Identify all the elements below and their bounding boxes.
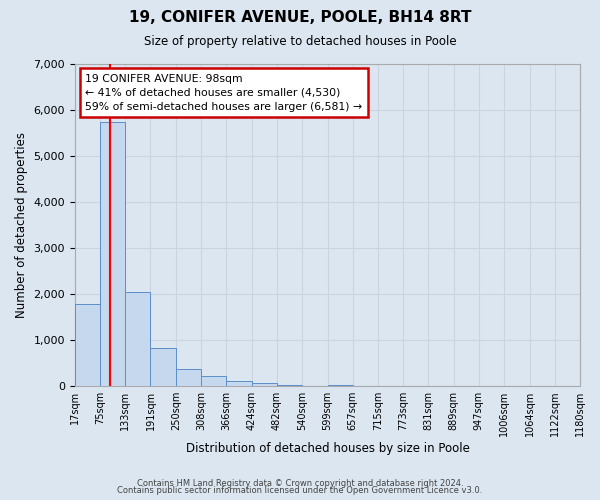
X-axis label: Distribution of detached houses by size in Poole: Distribution of detached houses by size … [185, 442, 469, 455]
Y-axis label: Number of detached properties: Number of detached properties [15, 132, 28, 318]
Text: Contains public sector information licensed under the Open Government Licence v3: Contains public sector information licen… [118, 486, 482, 495]
Bar [201, 376, 226, 386]
Text: 19, CONIFER AVENUE, POOLE, BH14 8RT: 19, CONIFER AVENUE, POOLE, BH14 8RT [129, 10, 471, 25]
Text: 19 CONIFER AVENUE: 98sqm
← 41% of detached houses are smaller (4,530)
59% of sem: 19 CONIFER AVENUE: 98sqm ← 41% of detach… [85, 74, 362, 112]
Bar [176, 369, 201, 386]
Bar [75, 304, 100, 386]
Bar [125, 292, 151, 386]
Bar [151, 348, 176, 386]
Text: Contains HM Land Registry data © Crown copyright and database right 2024.: Contains HM Land Registry data © Crown c… [137, 478, 463, 488]
Bar [277, 384, 302, 386]
Bar [251, 384, 277, 386]
Bar [100, 122, 125, 386]
Bar [226, 382, 251, 386]
Bar [328, 384, 353, 386]
Text: Size of property relative to detached houses in Poole: Size of property relative to detached ho… [143, 35, 457, 48]
